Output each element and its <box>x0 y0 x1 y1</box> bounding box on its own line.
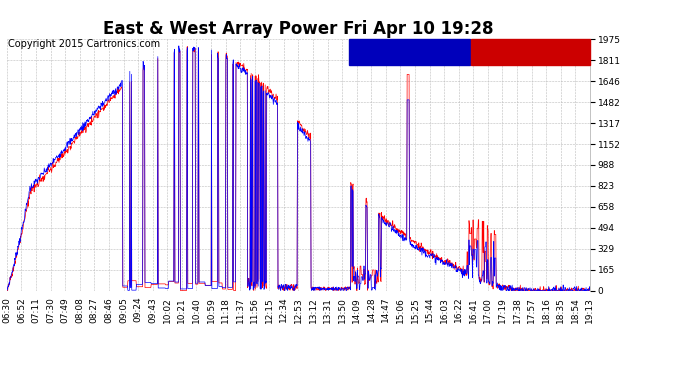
Text: Copyright 2015 Cartronics.com: Copyright 2015 Cartronics.com <box>8 39 160 50</box>
Title: East & West Array Power Fri Apr 10 19:28: East & West Array Power Fri Apr 10 19:28 <box>104 20 493 38</box>
Text: West Array  (DC Watts): West Array (DC Watts) <box>475 48 593 57</box>
Text: East Array  (DC Watts): East Array (DC Watts) <box>353 48 467 57</box>
